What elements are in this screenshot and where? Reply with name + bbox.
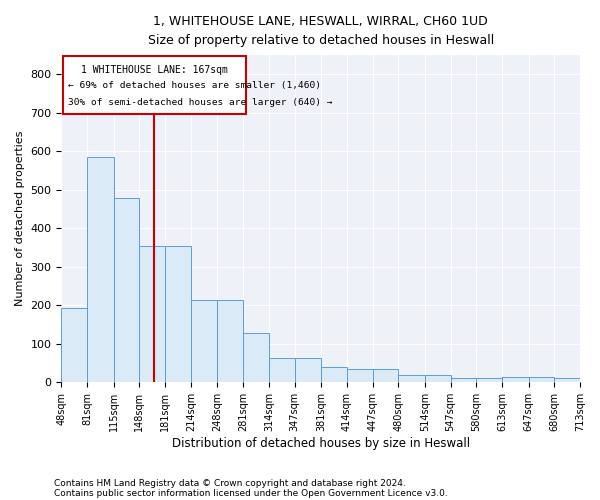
Bar [191,300,217,382]
Bar [502,378,529,382]
Bar [217,300,243,382]
Bar [451,378,476,382]
Y-axis label: Number of detached properties: Number of detached properties [15,131,25,306]
Title: 1, WHITEHOUSE LANE, HESWALL, WIRRAL, CH60 1UD
Size of property relative to detac: 1, WHITEHOUSE LANE, HESWALL, WIRRAL, CH6… [148,15,494,47]
Text: Contains HM Land Registry data © Crown copyright and database right 2024.: Contains HM Land Registry data © Crown c… [54,478,406,488]
Text: 30% of semi-detached houses are larger (640) →: 30% of semi-detached houses are larger (… [68,98,332,106]
Bar [139,246,165,382]
Bar [476,378,502,382]
Text: 1 WHITEHOUSE LANE: 167sqm: 1 WHITEHOUSE LANE: 167sqm [81,64,228,74]
Bar [63,56,246,114]
X-axis label: Distribution of detached houses by size in Heswall: Distribution of detached houses by size … [172,437,470,450]
Bar [580,378,600,382]
Bar [61,308,87,382]
Bar [554,378,580,382]
Bar [295,358,321,382]
Bar [321,367,347,382]
Bar [373,369,398,382]
Bar [165,246,191,382]
Bar [425,376,451,382]
Bar [269,358,295,382]
Bar [398,376,425,382]
Text: ← 69% of detached houses are smaller (1,460): ← 69% of detached houses are smaller (1,… [68,82,320,90]
Bar [113,198,139,382]
Text: Contains public sector information licensed under the Open Government Licence v3: Contains public sector information licen… [54,488,448,498]
Bar [243,333,269,382]
Bar [87,157,113,382]
Bar [347,369,373,382]
Bar [529,378,554,382]
